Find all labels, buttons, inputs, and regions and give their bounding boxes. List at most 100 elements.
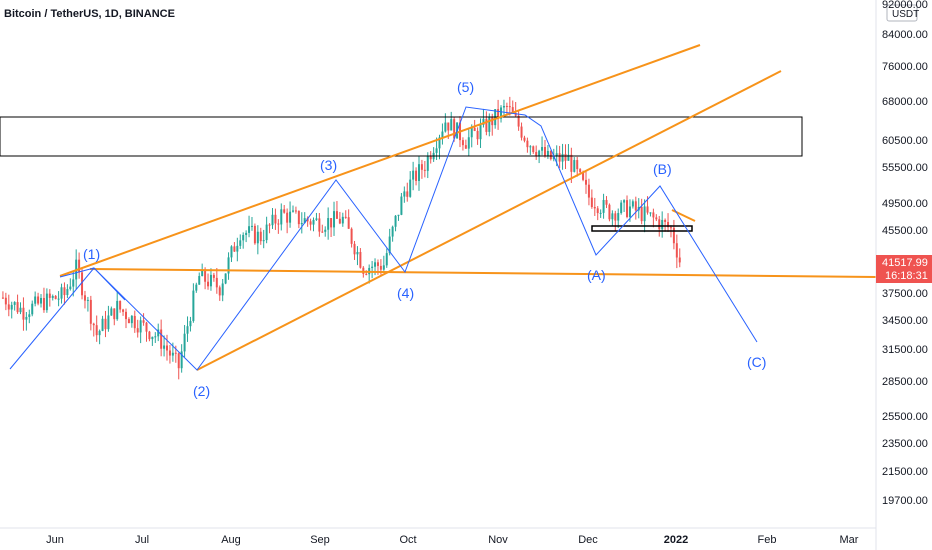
candle-body (207, 281, 210, 287)
candle-body (262, 240, 265, 242)
candle-body (31, 303, 34, 315)
wave-label-b: (B) (653, 161, 672, 177)
candle-body (394, 215, 397, 227)
candle-body (333, 211, 336, 228)
candle-body (7, 304, 10, 310)
trendline-horizontal-support[interactable] (89, 268, 877, 278)
trendline-lower-channel[interactable] (196, 70, 782, 371)
wave-label-4: (4) (397, 285, 414, 301)
candle-body (113, 308, 116, 320)
candle-body (385, 253, 388, 266)
candle-body (34, 296, 37, 304)
candle-body (485, 118, 488, 132)
elliott-wave-path[interactable] (9, 106, 758, 371)
candle-body (356, 251, 359, 255)
candle-body (116, 300, 119, 320)
candle-body (81, 272, 84, 296)
candle-body (620, 202, 623, 214)
candle-body (321, 231, 324, 233)
candle-body (593, 207, 596, 209)
candle-body (154, 336, 157, 338)
candle-body (42, 297, 45, 311)
candle-body (60, 287, 63, 299)
candle-body (236, 245, 239, 252)
resistance-zone-box[interactable] (0, 116, 803, 157)
candle-body (444, 122, 447, 132)
candle-body (538, 150, 541, 157)
candle-body (397, 214, 400, 216)
candle-body (602, 199, 605, 213)
candle-body (426, 156, 429, 171)
candle-body (204, 269, 207, 282)
price-axis[interactable]: USDT 92000.00 84000.00 76000.00 68000.00 605… (875, 0, 932, 550)
candle-body (130, 315, 133, 324)
price-tick-label: 28500.00 (882, 376, 928, 388)
candle-body (324, 229, 327, 232)
time-tick-label: Nov (488, 534, 508, 546)
support-box-small[interactable] (591, 225, 693, 232)
last-price-value: 41517.99 (882, 257, 928, 269)
candle-body (212, 274, 215, 278)
candle-body (265, 224, 268, 241)
candle-body (511, 107, 514, 113)
candle-body (365, 273, 368, 275)
candle-body (564, 153, 567, 161)
candle-body (555, 153, 558, 157)
candle-body (256, 231, 259, 244)
candle-body (40, 297, 43, 304)
chart-title: Bitcoin / TetherUS, 1D, BINANCE (4, 8, 175, 20)
candle-body (124, 311, 127, 320)
candle-body (160, 329, 163, 349)
candle-body (286, 212, 289, 223)
candle-body (634, 201, 637, 211)
candle-body (552, 156, 555, 160)
candle-body (661, 219, 664, 230)
wave-label-3: (3) (320, 157, 337, 173)
candle-body (517, 115, 520, 127)
candle-body (585, 179, 587, 185)
candle-body (163, 345, 166, 349)
candle-body (590, 197, 593, 208)
price-tick-label: 45500.00 (882, 225, 928, 237)
candle-body (183, 333, 186, 352)
candle-body (617, 213, 620, 221)
candle-body (92, 323, 95, 326)
time-axis[interactable]: Jun Jul Aug Sep Oct Nov Dec 2022 Feb Mar (0, 527, 876, 546)
candle-body (63, 287, 66, 296)
candle-body (72, 279, 75, 287)
candle-body (675, 243, 678, 258)
price-tick-label: 34500.00 (882, 315, 928, 327)
candle-body (145, 322, 148, 332)
candle-body (57, 298, 60, 300)
candle-body (95, 325, 98, 336)
candle-body (1, 297, 4, 299)
candle-body (335, 211, 338, 219)
candle-body (640, 206, 643, 222)
candle-body (89, 299, 92, 324)
candle-body (672, 227, 675, 244)
price-tick-label: 76000.00 (882, 61, 928, 73)
time-tick-label: Aug (221, 534, 241, 546)
price-tick-label: 68000.00 (882, 96, 928, 108)
candle-body (51, 295, 54, 298)
price-tick-label: 55500.00 (882, 162, 928, 174)
trendline-upper-channel[interactable] (59, 44, 701, 277)
candle-body (341, 216, 344, 224)
candle-body (526, 140, 529, 148)
wave-label-1: (1) (83, 246, 100, 262)
candle-body (599, 212, 602, 214)
time-tick-label: 2022 (664, 534, 688, 546)
candle-body (242, 234, 245, 241)
candle-body (403, 191, 406, 197)
candle-body (529, 146, 532, 148)
candle-body (157, 329, 160, 337)
candle-body (271, 214, 274, 226)
candle-body (309, 221, 312, 225)
candle-body (195, 284, 198, 291)
candle-body (318, 218, 321, 232)
candle-body (655, 217, 658, 220)
candle-body (171, 352, 174, 356)
candle-body (359, 251, 362, 268)
candle-body (658, 219, 661, 230)
